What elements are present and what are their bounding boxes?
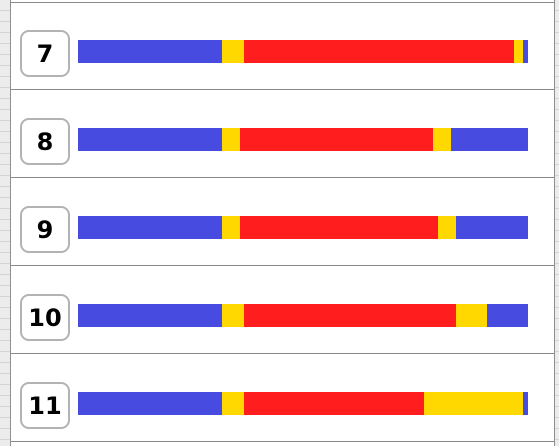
red-segment — [244, 40, 515, 63]
row-7: 7 — [11, 2, 554, 90]
blue-segment — [456, 216, 528, 239]
blue-segment — [523, 392, 528, 415]
yellow-segment — [433, 128, 452, 151]
segment-bar — [78, 392, 528, 415]
row-number-badge[interactable]: 10 — [20, 294, 70, 341]
segment-bar — [78, 216, 528, 239]
red-segment — [244, 392, 425, 415]
blue-segment — [78, 216, 222, 239]
row-9: 9 — [11, 178, 554, 266]
row-number-badge[interactable]: 9 — [20, 206, 70, 253]
yellow-segment — [222, 40, 245, 63]
yellow-segment — [438, 216, 456, 239]
blue-segment — [451, 128, 528, 151]
row-number-badge[interactable]: 11 — [20, 382, 70, 429]
yellow-segment — [222, 216, 240, 239]
row-11: 11 — [11, 354, 554, 442]
blue-segment — [78, 392, 222, 415]
yellow-segment — [222, 392, 245, 415]
blue-segment — [78, 128, 222, 151]
segment-bar — [78, 304, 528, 327]
row-number-badge[interactable]: 7 — [20, 30, 70, 77]
row-8: 8 — [11, 90, 554, 178]
row-number-badge[interactable]: 8 — [20, 118, 70, 165]
blue-segment — [523, 40, 528, 63]
yellow-segment — [514, 40, 524, 63]
row-10: 10 — [11, 266, 554, 354]
yellow-segment — [222, 304, 245, 327]
red-segment — [240, 216, 438, 239]
yellow-segment — [424, 392, 524, 415]
red-segment — [244, 304, 456, 327]
blue-segment — [78, 304, 222, 327]
segment-bar — [78, 128, 528, 151]
segment-bar — [78, 40, 528, 63]
blue-segment — [78, 40, 222, 63]
yellow-segment — [222, 128, 240, 151]
red-segment — [240, 128, 434, 151]
schedule-panel: 7 8 9 10 11 — [10, 0, 555, 446]
blue-segment — [487, 304, 528, 327]
yellow-segment — [455, 304, 488, 327]
